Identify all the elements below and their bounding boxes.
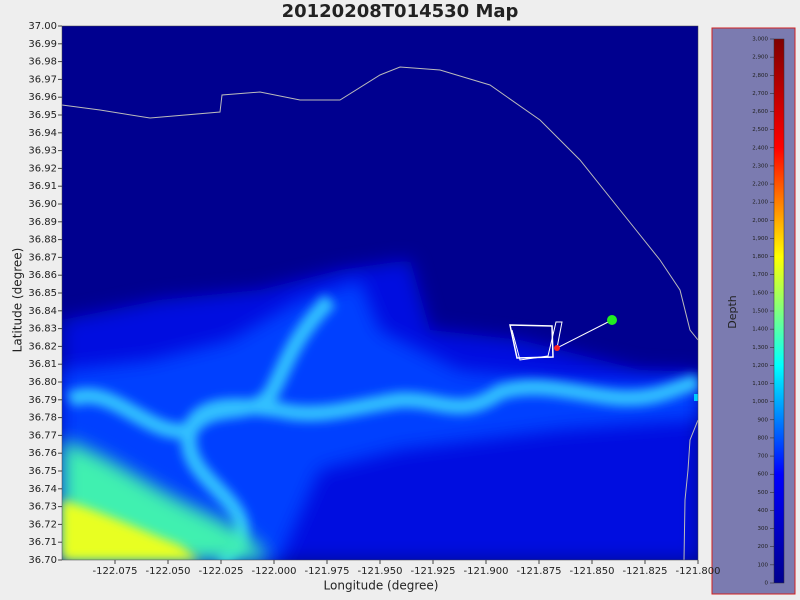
x-tick-label: -122.000 xyxy=(252,566,297,577)
y-tick-label: 37.00 xyxy=(28,21,57,32)
colorbar-tick-label: 3,000 xyxy=(752,37,768,43)
colorbar-tick-label: 500 xyxy=(758,490,769,496)
x-tick-label: -121.825 xyxy=(623,566,668,577)
y-tick-label: 36.85 xyxy=(28,288,57,299)
colorbar-tick-label: 2,700 xyxy=(752,91,768,97)
y-tick-label: 36.96 xyxy=(28,92,57,103)
colorbar-tick-label: 800 xyxy=(758,435,769,441)
colorbar-tick-label: 0 xyxy=(765,581,769,587)
colorbar-tick-label: 1,600 xyxy=(752,290,768,296)
x-tick-label: -122.075 xyxy=(93,566,138,577)
colorbar-tick-label: 600 xyxy=(758,472,769,478)
y-tick-label: 36.71 xyxy=(28,537,57,548)
y-tick-label: 36.86 xyxy=(28,270,57,281)
colorbar-tick-label: 2,100 xyxy=(752,200,768,206)
y-tick-label: 36.97 xyxy=(28,74,57,85)
colorbar-tick-label: 2,500 xyxy=(752,127,768,133)
colorbar-tick-label: 1,000 xyxy=(752,399,768,405)
x-tick-label: -121.850 xyxy=(570,566,615,577)
y-tick-label: 36.75 xyxy=(28,466,57,477)
x-tick-label: -121.875 xyxy=(517,566,562,577)
y-tick-label: 36.81 xyxy=(28,359,57,370)
colorbar-tick-label: 400 xyxy=(758,508,769,514)
colorbar-tick-label: 2,300 xyxy=(752,163,768,169)
x-tick-label: -121.900 xyxy=(464,566,509,577)
colorbar-tick-label: 1,500 xyxy=(752,309,768,315)
y-tick-label: 36.87 xyxy=(28,252,57,263)
y-tick-label: 36.95 xyxy=(28,110,57,121)
y-tick-label: 36.98 xyxy=(28,57,57,68)
bathymetry xyxy=(62,26,698,560)
y-tick-label: 36.93 xyxy=(28,146,57,157)
x-tick-label: -122.050 xyxy=(146,566,191,577)
x-tick-label: -122.025 xyxy=(199,566,244,577)
colorbar-tick-label: 1,900 xyxy=(752,236,768,242)
y-tick-label: 36.73 xyxy=(28,502,57,513)
y-tick-label: 36.84 xyxy=(28,306,57,317)
y-tick-label: 36.90 xyxy=(28,199,57,210)
x-tick-label: -121.925 xyxy=(411,566,456,577)
colorbar-tick-label: 2,800 xyxy=(752,73,768,79)
y-tick-label: 36.72 xyxy=(28,519,57,530)
x-tick-label: -121.800 xyxy=(676,566,721,577)
colorbar-tick-label: 1,700 xyxy=(752,272,768,278)
x-tick-label: -121.950 xyxy=(358,566,403,577)
x-axis-label: Longitude (degree) xyxy=(324,579,439,593)
colorbar-tick-label: 2,200 xyxy=(752,182,768,188)
y-tick-label: 36.82 xyxy=(28,341,57,352)
colorbar-tick-label: 100 xyxy=(758,562,769,568)
y-tick-label: 36.79 xyxy=(28,395,57,406)
colorbar xyxy=(773,38,785,584)
y-tick-label: 36.83 xyxy=(28,324,57,335)
y-tick-label: 36.70 xyxy=(28,555,57,566)
colorbar-tick-label: 2,400 xyxy=(752,145,768,151)
colorbar-tick-label: 1,200 xyxy=(752,363,768,369)
y-tick-label: 36.99 xyxy=(28,39,57,50)
colorbar-tick-label: 700 xyxy=(758,454,769,460)
colorbar-tick-label: 200 xyxy=(758,544,769,550)
y-tick-label: 36.91 xyxy=(28,181,57,192)
colorbar-tick-label: 1,800 xyxy=(752,254,768,260)
colorbar-tick-label: 2,900 xyxy=(752,55,768,61)
y-tick-label: 36.77 xyxy=(28,430,57,441)
y-axis-label: Latitude (degree) xyxy=(11,248,25,353)
y-tick-label: 36.74 xyxy=(28,484,57,495)
colorbar-tick-label: 2,000 xyxy=(752,218,768,224)
colorbar-tick-label: 1,100 xyxy=(752,381,768,387)
y-tick-label: 36.78 xyxy=(28,413,57,424)
colorbar-tick-label: 2,600 xyxy=(752,109,768,115)
y-tick-label: 36.88 xyxy=(28,235,57,246)
colorbar-label: Depth xyxy=(726,295,739,329)
chart-title: 20120208T014530 Map xyxy=(282,1,519,22)
y-tick-label: 36.94 xyxy=(28,128,57,139)
colorbar-tick-label: 900 xyxy=(758,417,769,423)
y-tick-label: 36.80 xyxy=(28,377,57,388)
y-tick-label: 36.89 xyxy=(28,217,57,228)
x-tick-label: -121.975 xyxy=(305,566,350,577)
y-tick-label: 36.92 xyxy=(28,163,57,174)
colorbar-tick-label: 1,300 xyxy=(752,345,768,351)
colorbar-tick-label: 1,400 xyxy=(752,327,768,333)
colorbar-tick-label: 300 xyxy=(758,526,769,532)
y-tick-label: 36.76 xyxy=(28,448,57,459)
